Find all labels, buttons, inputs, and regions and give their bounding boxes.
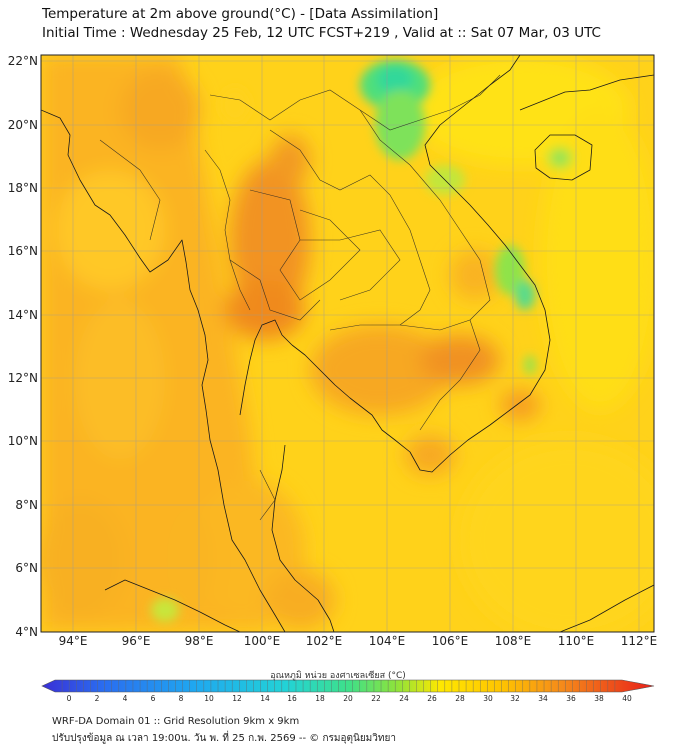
map-title: Temperature at 2m above ground(°C) - [Da… (42, 6, 439, 22)
lon-label: 96°E (122, 634, 151, 648)
lat-label: 12°N (8, 371, 38, 385)
colorbar-tick-label: 4 (123, 694, 128, 703)
admin-borders (99, 74, 501, 521)
latitude-axis: 22°N 20°N 18°N 16°N 14°N 12°N 10°N 8°N 6… (8, 54, 38, 639)
colorbar-tick-label: 22 (371, 694, 381, 703)
temperature-map: 22°N 20°N 18°N 16°N 14°N 12°N 10°N 8°N 6… (8, 54, 658, 703)
colorbar-scale (41, 679, 655, 693)
colorbar-tick-label: 6 (151, 694, 156, 703)
lon-label: 108°E (495, 634, 532, 648)
footer-update: ปรับปรุงข้อมูล ณ เวลา 19:00น. วัน พ. ที่… (52, 733, 396, 744)
colorbar-tick-label: 26 (427, 694, 437, 703)
temperature-field (41, 55, 654, 632)
colorbar-unit-label: อุณหภูมิ หน่วย องศาเซลเซียส (°C) (270, 671, 406, 681)
lat-label: 4°N (15, 625, 38, 639)
coastlines (41, 55, 654, 632)
longitude-axis: 94°E 96°E 98°E 100°E 102°E 104°E 106°E 1… (59, 634, 658, 648)
colorbar-tick-label: 30 (483, 694, 493, 703)
lat-label: 16°N (8, 244, 38, 258)
colorbar-tick-label: 34 (538, 694, 548, 703)
colorbar-tick-label: 28 (455, 694, 465, 703)
lon-label: 102°E (306, 634, 343, 648)
colorbar-tick-label: 38 (594, 694, 604, 703)
lat-label: 10°N (8, 434, 38, 448)
colorbar-tick-label: 16 (287, 694, 297, 703)
colorbar-tick-label: 10 (204, 694, 214, 703)
lon-label: 94°E (59, 634, 88, 648)
lat-label: 18°N (8, 181, 38, 195)
colorbar-tick-label: 8 (179, 694, 184, 703)
colorbar-tick-label: 0 (67, 694, 72, 703)
lon-label: 98°E (185, 634, 214, 648)
lat-label: 20°N (8, 118, 38, 132)
colorbar-tick-label: 18 (315, 694, 325, 703)
colorbar-ticks (61, 680, 616, 692)
lat-label: 14°N (8, 308, 38, 322)
lon-label: 110°E (558, 634, 595, 648)
colorbar-tick-label: 20 (343, 694, 353, 703)
colorbar-tick-label: 14 (260, 694, 270, 703)
colorbar-tick-label: 2 (95, 694, 100, 703)
lon-label: 100°E (244, 634, 281, 648)
colorbar-tick-label: 24 (399, 694, 409, 703)
colorbar-tick-label: 32 (510, 694, 520, 703)
graticule (41, 55, 654, 632)
colorbar-tick-label: 40 (622, 694, 632, 703)
lon-label: 112°E (621, 634, 658, 648)
lat-label: 8°N (15, 498, 38, 512)
map-subtitle: Initial Time : Wednesday 25 Feb, 12 UTC … (42, 25, 601, 41)
lon-label: 104°E (369, 634, 406, 648)
lon-label: 106°E (432, 634, 469, 648)
footer-resolution: WRF-DA Domain 01 :: Grid Resolution 9km … (52, 716, 300, 727)
lat-label: 22°N (8, 54, 38, 68)
colorbar: 0 2 4 6 8 10 12 14 16 18 20 22 24 26 28 … (41, 679, 655, 703)
colorbar-labels: 0 2 4 6 8 10 12 14 16 18 20 22 24 26 28 … (67, 694, 632, 703)
lat-label: 6°N (15, 561, 38, 575)
colorbar-tick-label: 12 (232, 694, 242, 703)
colorbar-tick-label: 36 (566, 694, 576, 703)
plot-frame (40, 54, 655, 633)
